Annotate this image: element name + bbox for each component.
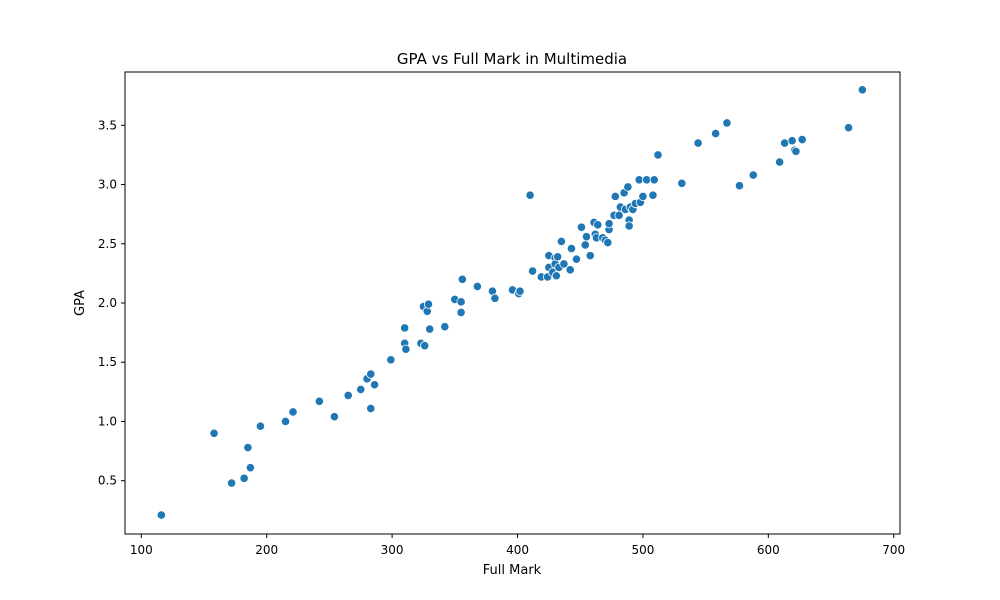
y-axis-ticks: 0.5 1.0 1.5 2.0 2.5 3.0 3.5 xyxy=(98,118,125,488)
data-point xyxy=(245,463,255,473)
data-point xyxy=(780,138,790,148)
data-point xyxy=(581,232,592,242)
data-point xyxy=(791,146,801,156)
data-point xyxy=(585,251,595,261)
data-point xyxy=(366,403,376,414)
data-point xyxy=(329,412,340,422)
data-point xyxy=(366,369,376,379)
data-point xyxy=(565,265,575,275)
data-point xyxy=(556,236,567,246)
data-point xyxy=(571,254,582,264)
data-point xyxy=(457,274,467,284)
y-tick-label: 0.5 xyxy=(98,474,117,488)
data-point xyxy=(649,175,659,185)
y-tick-label: 1.0 xyxy=(98,414,117,428)
data-point xyxy=(425,324,435,334)
data-point xyxy=(401,344,411,354)
data-point xyxy=(748,170,758,180)
data-point xyxy=(527,266,538,276)
y-tick-label: 3.5 xyxy=(98,118,117,132)
data-point xyxy=(677,178,687,188)
data-point xyxy=(653,150,663,160)
data-point xyxy=(255,421,266,431)
data-point xyxy=(722,118,732,128)
data-point xyxy=(551,271,561,281)
data-point xyxy=(209,428,219,438)
x-tick-label: 600 xyxy=(757,543,780,557)
data-point xyxy=(314,396,324,406)
x-axis-ticks: 100 200 300 400 500 600 700 xyxy=(130,534,905,557)
data-point xyxy=(456,297,466,307)
data-point xyxy=(775,157,785,167)
data-point xyxy=(400,323,410,333)
y-tick-label: 1.5 xyxy=(98,355,117,369)
data-point xyxy=(226,478,237,488)
data-point xyxy=(711,129,721,139)
y-tick-label: 3.0 xyxy=(98,178,117,192)
data-point xyxy=(603,237,613,248)
x-tick-label: 500 xyxy=(631,543,654,557)
x-tick-label: 200 xyxy=(255,543,278,557)
data-point xyxy=(787,136,797,146)
data-point xyxy=(369,380,380,390)
data-point xyxy=(580,240,590,250)
data-point xyxy=(456,307,466,318)
data-point xyxy=(420,341,430,351)
data-point xyxy=(857,85,867,95)
data-point xyxy=(525,190,535,200)
y-tick-label: 2.5 xyxy=(98,237,117,251)
data-point xyxy=(734,181,745,191)
data-points xyxy=(156,85,867,520)
y-tick-label: 2.0 xyxy=(98,296,117,310)
data-point xyxy=(593,220,603,230)
data-point xyxy=(566,243,577,254)
x-tick-label: 100 xyxy=(130,543,153,557)
data-point xyxy=(239,473,249,483)
data-point xyxy=(156,510,166,520)
chart-title: GPA vs Full Mark in Multimedia xyxy=(397,50,627,68)
data-point xyxy=(440,322,450,332)
data-point xyxy=(386,355,396,365)
data-point xyxy=(280,416,291,427)
data-point xyxy=(576,222,587,232)
x-tick-label: 300 xyxy=(381,543,404,557)
x-tick-label: 400 xyxy=(506,543,529,557)
data-point xyxy=(423,299,434,309)
data-point xyxy=(638,191,648,201)
data-point xyxy=(553,252,563,262)
data-point xyxy=(624,221,634,231)
data-point xyxy=(490,293,500,303)
data-point xyxy=(243,442,253,453)
data-point xyxy=(288,407,298,417)
data-point xyxy=(343,390,353,400)
data-point xyxy=(610,191,620,201)
data-point xyxy=(623,182,633,192)
data-point xyxy=(797,134,807,145)
y-axis-label: GPA xyxy=(73,290,88,316)
data-point xyxy=(515,286,525,296)
data-point xyxy=(559,259,569,269)
x-tick-label: 700 xyxy=(882,543,905,557)
x-axis-label: Full Mark xyxy=(483,563,542,578)
data-point xyxy=(472,281,482,292)
data-point xyxy=(604,219,614,229)
data-point xyxy=(356,384,366,395)
data-point xyxy=(693,138,703,148)
data-point xyxy=(648,190,658,200)
data-point xyxy=(843,123,854,133)
